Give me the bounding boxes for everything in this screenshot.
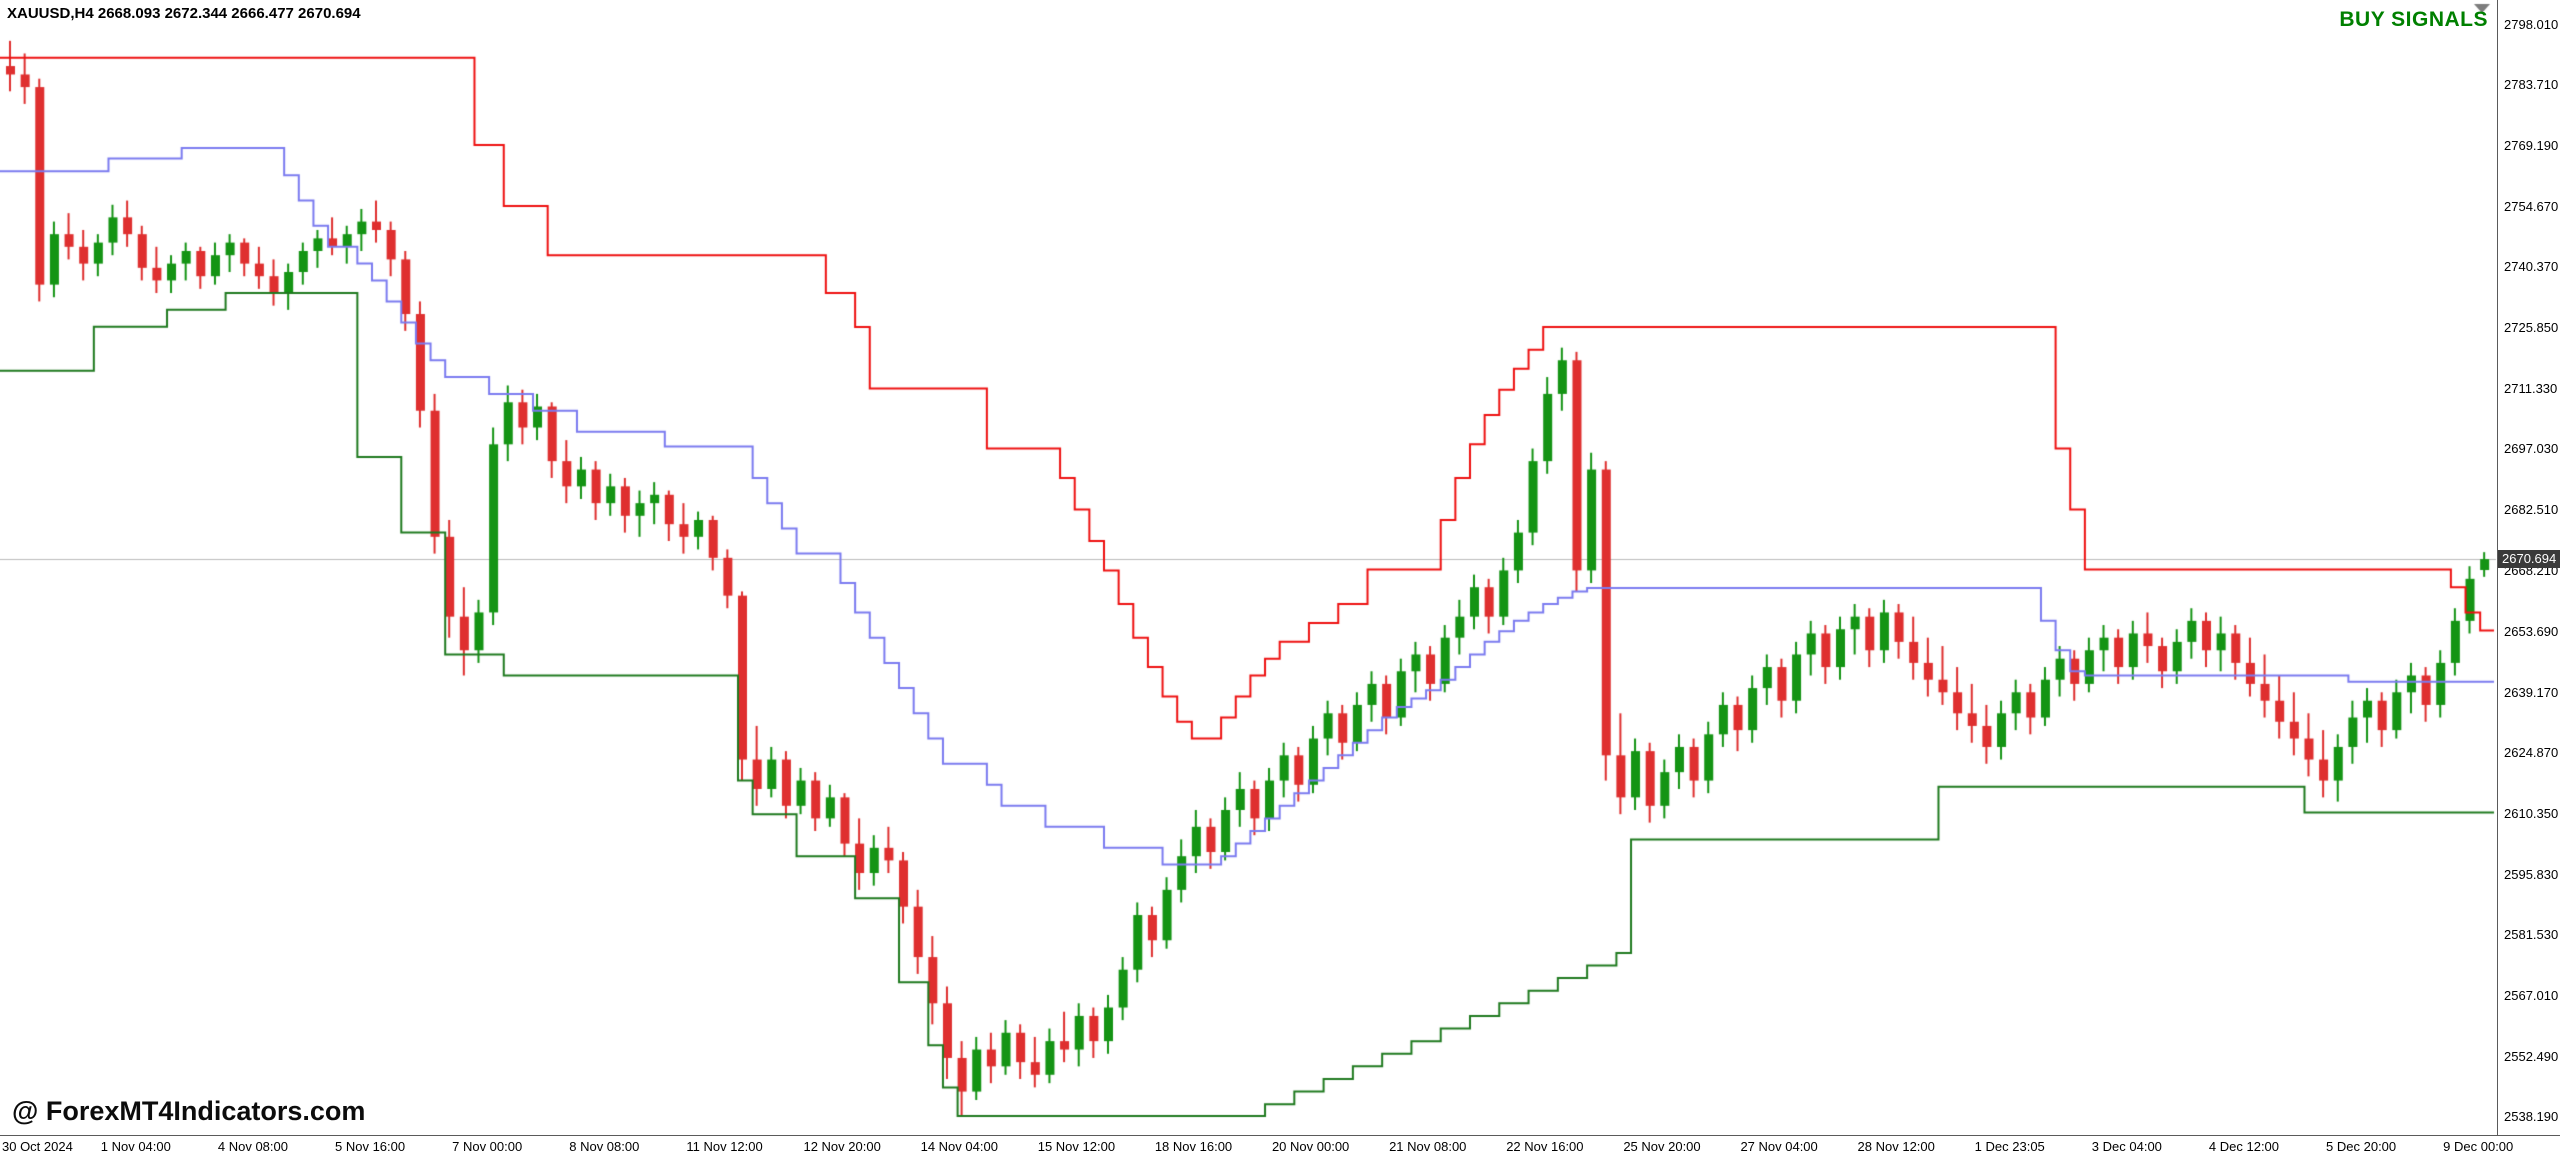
time-axis-label: 15 Nov 12:00 bbox=[1037, 1139, 1116, 1154]
time-axis-label: 5 Nov 16:00 bbox=[335, 1139, 406, 1154]
time-axis-label: 11 Nov 12:00 bbox=[686, 1139, 763, 1154]
time-axis-label: 25 Nov 20:00 bbox=[1623, 1139, 1701, 1154]
time-axis-label: 4 Nov 08:00 bbox=[217, 1139, 288, 1154]
current-price-tag: 2670.694 bbox=[2498, 550, 2560, 569]
time-axis-label: 18 Nov 16:00 bbox=[1154, 1139, 1233, 1154]
time-axis-label: 1 Nov 04:00 bbox=[100, 1139, 171, 1154]
time-axis-label: 8 Nov 08:00 bbox=[569, 1139, 640, 1154]
price-axis-label: 2610.350 bbox=[2504, 805, 2559, 821]
price-axis-label: 2682.510 bbox=[2504, 502, 2559, 518]
time-axis-label: 21 Nov 08:00 bbox=[1389, 1139, 1467, 1154]
price-axis-label: 2581.530 bbox=[2504, 926, 2559, 942]
time-axis-label: 7 Nov 00:00 bbox=[452, 1139, 523, 1154]
price-axis-label: 2697.030 bbox=[2504, 441, 2559, 457]
symbol-ohlc-title: XAUUSD,H4 2668.093 2672.344 2666.477 267… bbox=[7, 5, 361, 22]
time-axis-label: 20 Nov 00:00 bbox=[1271, 1139, 1350, 1154]
time-axis-label: 9 Dec 00:00 bbox=[2443, 1139, 2514, 1154]
time-axis-label: 12 Nov 20:00 bbox=[803, 1139, 881, 1154]
price-axis-label: 2624.870 bbox=[2504, 744, 2559, 760]
time-axis-label: 27 Nov 04:00 bbox=[1740, 1139, 1818, 1154]
price-axis-label: 2754.670 bbox=[2504, 199, 2559, 215]
price-axis[interactable]: 2798.010 2783.710 2769.190 2754.670 2740.370… bbox=[2497, 0, 2560, 1157]
price-axis-label: 2798.010 bbox=[2504, 17, 2559, 32]
buy-signals-label: BUY SIGNALS bbox=[2339, 8, 2488, 31]
price-axis-label: 2725.850 bbox=[2504, 320, 2559, 336]
price-axis-label: 2552.490 bbox=[2504, 1048, 2559, 1064]
time-axis-label: 5 Dec 20:00 bbox=[2326, 1139, 2397, 1154]
price-axis-label: 2783.710 bbox=[2504, 77, 2559, 93]
time-axis-label: 14 Nov 04:00 bbox=[920, 1139, 998, 1154]
watermark-text: @ ForexMT4Indicators.com bbox=[12, 1096, 366, 1126]
price-axis-label: 2639.170 bbox=[2504, 684, 2559, 700]
time-axis-label: 4 Dec 12:00 bbox=[2208, 1139, 2280, 1154]
time-axis[interactable]: 30 Oct 2024 1 Nov 04:00 4 Nov 08:00 5 Nov 1… bbox=[0, 1135, 2560, 1157]
time-axis-label: 3 Dec 04:00 bbox=[2091, 1139, 2162, 1154]
time-axis-label: 1 Dec 23:05 bbox=[1974, 1139, 2045, 1154]
time-axis-label: 22 Nov 16:00 bbox=[1506, 1139, 1584, 1154]
price-axis-label: 2653.690 bbox=[2504, 623, 2559, 639]
price-axis-label: 2740.370 bbox=[2504, 259, 2559, 275]
price-axis-label: 2567.010 bbox=[2504, 987, 2559, 1003]
time-axis-label: 30 Oct 2024 bbox=[2, 1139, 73, 1154]
price-axis-label: 2595.830 bbox=[2504, 866, 2559, 882]
price-axis-label: 2711.330 bbox=[2504, 381, 2558, 397]
price-axis-label: 2538.190 bbox=[2504, 1109, 2559, 1124]
time-axis-label: 28 Nov 12:00 bbox=[1857, 1139, 1935, 1154]
price-axis-label: 2769.190 bbox=[2504, 138, 2559, 154]
